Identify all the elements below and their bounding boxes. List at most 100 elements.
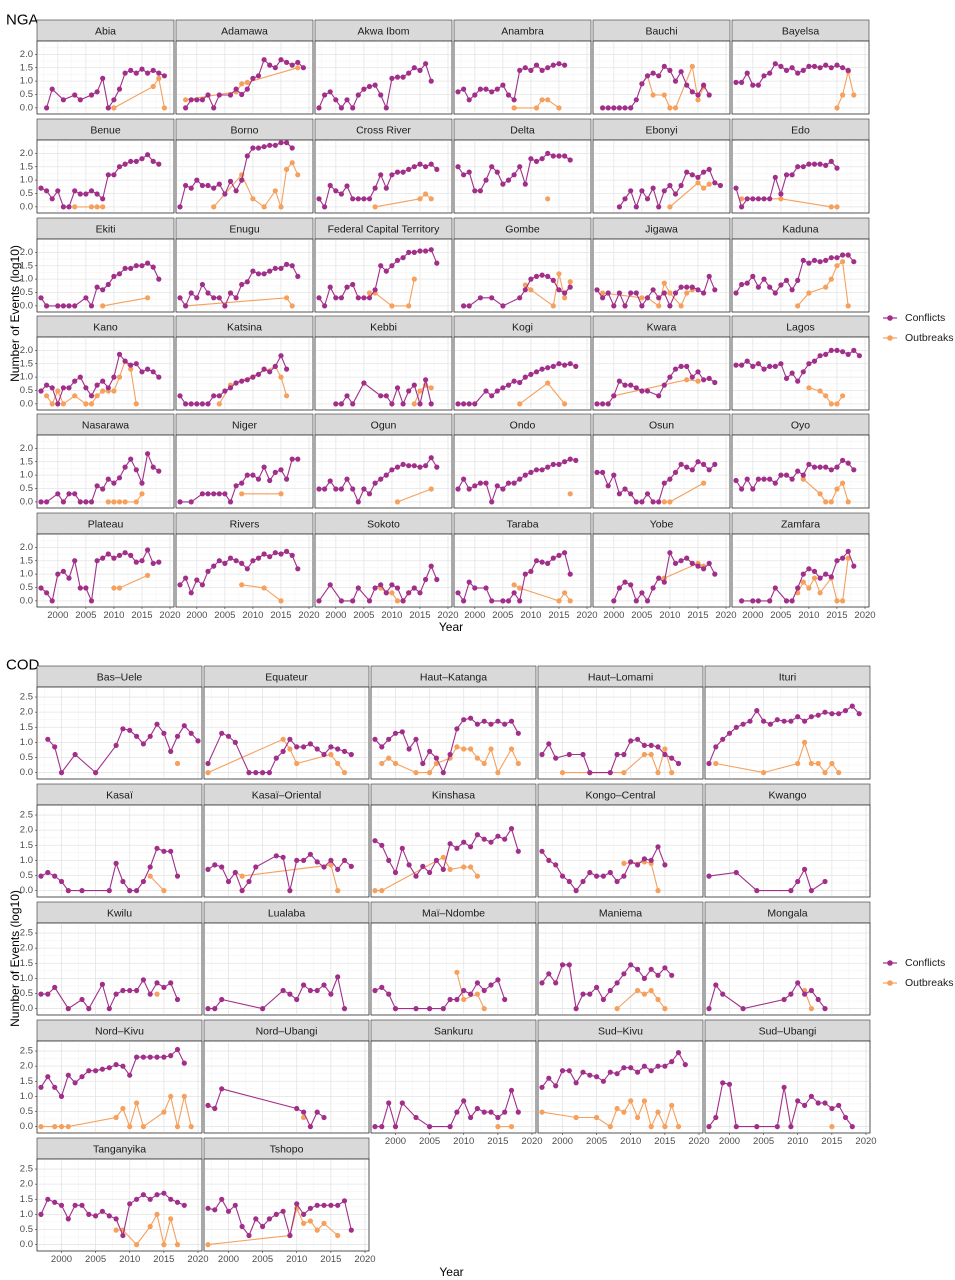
conflicts-point [502,996,508,1003]
x-tick-label: 2005 [75,610,96,621]
conflicts-point [472,585,478,591]
y-tick-label: 1.0 [20,274,33,285]
gridlines [538,687,703,779]
outbreaks-point [113,1114,119,1121]
conflicts-point [802,718,808,724]
outbreaks-point [83,401,89,407]
conflicts-point [156,276,162,282]
panel-mongala: Mongala [704,901,871,1016]
conflicts-point [49,196,55,202]
conflicts-point [423,61,429,67]
conflicts-point [849,703,855,709]
outbreaks-point [511,105,517,111]
x-tick-label: 2000 [325,610,346,621]
x-tick-label: 2020 [521,1136,542,1147]
y-tick-label: 1.5 [20,1194,33,1205]
conflicts-point [372,185,378,191]
gridlines [37,140,174,213]
conflicts-point [840,252,846,258]
conflicts-point [474,980,480,986]
panel-border [314,238,453,313]
outbreaks-point [335,888,341,894]
conflicts-point [194,401,200,407]
conflicts-point [278,265,284,271]
conflicts-point [194,577,200,583]
conflicts-point [273,1211,279,1217]
conflicts-point [744,280,750,286]
conflicts-point [383,472,389,478]
y-tick-label: 0.5 [20,988,33,999]
series-outbreaks [661,480,707,505]
conflicts-point [211,295,217,301]
conflicts-point [111,374,117,380]
conflicts-point [836,711,842,717]
outbreaks-point [127,1124,133,1130]
conflicts-point [661,188,667,194]
conflicts-point [781,1084,787,1090]
conflicts-point [355,196,361,202]
conflicts-point [272,142,278,148]
outbreaks-point [851,92,857,98]
conflicts-point [607,869,613,876]
outbreaks-point [44,393,50,399]
conflicts-point [427,1124,433,1130]
conflicts-point [289,145,295,151]
outbreaks-point [545,97,551,103]
outbreaks-point [261,204,267,210]
outbreaks-point [655,888,661,894]
x-tick-label: 2000 [464,610,485,621]
panel-plot-area [592,336,731,411]
conflicts-point [181,1060,187,1066]
conflicts-point [806,461,812,467]
conflicts-point [795,468,801,474]
conflicts-point [614,751,620,758]
panel-label: Benue [90,124,121,136]
outbreaks-point [128,366,134,372]
conflicts-point [417,401,423,407]
conflicts-point [566,878,572,885]
conflicts-point [550,363,556,369]
conflicts-point [284,140,290,146]
outbreaks-point [111,499,117,505]
panel-plot-area [537,686,704,780]
conflicts-point [767,363,773,369]
x-tick-label: 2020 [354,1254,375,1265]
conflicts-point [587,869,593,876]
x-tick-label: 2015 [826,610,847,621]
y-tick-label: 2.0 [20,1061,33,1072]
y-tick-label: 1.0 [20,175,33,186]
series-conflicts [455,550,573,604]
conflicts-point [216,558,222,564]
panel-kogi: Kogi [453,315,592,411]
conflicts-point [328,857,334,864]
panel-equateur: Equateur [203,665,370,780]
conflicts-point [389,75,395,81]
panel-border [203,804,370,898]
outbreaks-point [133,401,139,407]
conflicts-point [383,105,389,111]
conflicts-point [222,560,228,567]
panel-label: Kinshasa [432,789,475,801]
conflicts-point [233,483,239,489]
conflicts-point [168,748,174,755]
panel-border [203,686,370,780]
series-conflicts [205,974,348,1012]
conflicts-point [733,290,739,296]
conflicts-point [550,461,556,467]
conflicts-point [289,263,295,269]
conflicts-point [628,962,634,968]
conflicts-point [461,303,467,309]
conflicts-point [161,1190,167,1196]
conflicts-point [294,1201,300,1207]
conflicts-point [573,888,579,894]
conflicts-point [45,1196,51,1202]
outbreaks-point [808,1006,815,1012]
conflicts-point [420,863,426,870]
panel-plot-area [731,40,870,115]
conflicts-point [161,984,167,991]
y-tick-label: 0.0 [20,885,33,896]
conflicts-point [99,1066,105,1072]
conflicts-point [161,730,167,736]
gridlines [176,534,313,607]
